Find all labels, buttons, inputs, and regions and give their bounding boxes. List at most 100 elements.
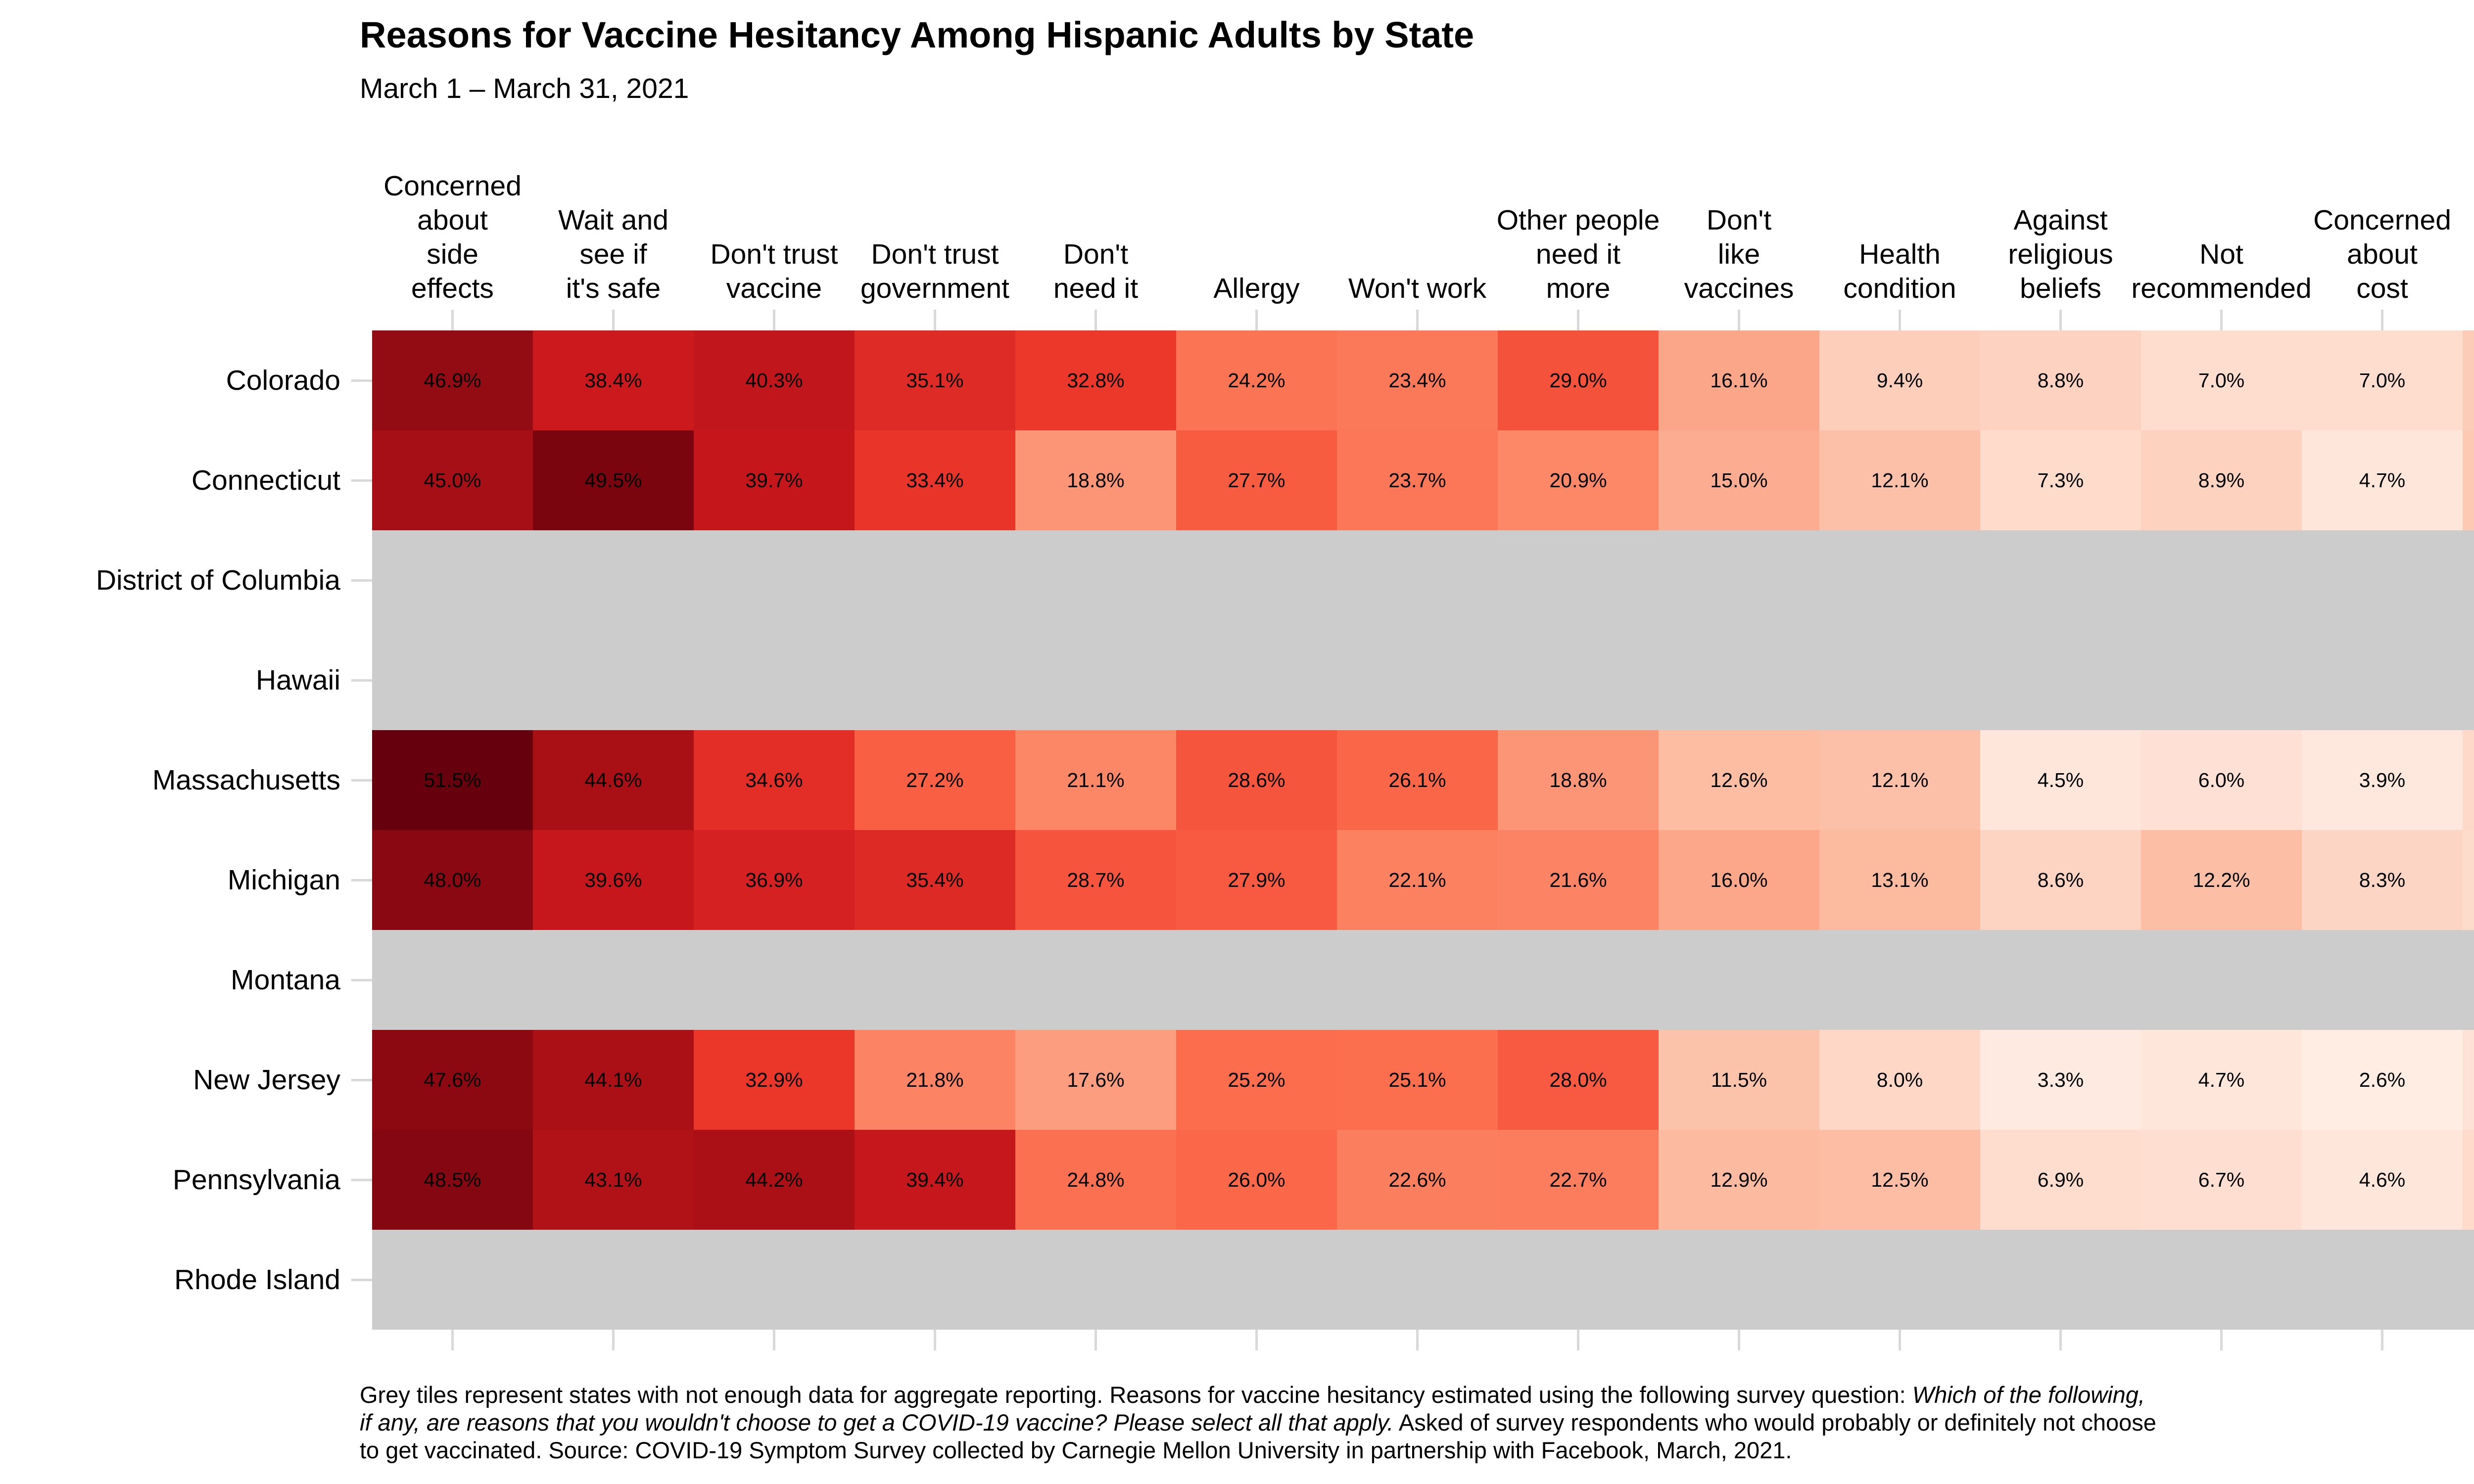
- column-header: Concerned about cost: [2313, 204, 2451, 304]
- tick-mark: [351, 1178, 372, 1181]
- tick-mark: [351, 1078, 372, 1081]
- tick-mark: [2059, 310, 2062, 330]
- heatmap-cell: 27.7%: [1176, 430, 1337, 530]
- footnote-line: if any, are reasons that you wouldn't ch…: [360, 1409, 2156, 1437]
- footnote-survey-question: if any, are reasons that you wouldn't ch…: [360, 1409, 1394, 1436]
- heatmap-cell: 4.6%: [2302, 1130, 2463, 1230]
- column-header: Won't work: [1348, 273, 1487, 304]
- heatmap-cell: 47.6%: [372, 1030, 533, 1130]
- tick-mark: [351, 779, 372, 782]
- column-header: Don't trust vaccine: [710, 238, 838, 304]
- tick-mark: [351, 379, 372, 382]
- tick-mark: [2220, 1330, 2223, 1350]
- heatmap-cell: 10.0%: [2463, 330, 2474, 430]
- heatmap-cell: 51.5%: [372, 730, 533, 830]
- heatmap-cell: 48.0%: [372, 830, 533, 930]
- tick-mark: [2220, 310, 2223, 330]
- heatmap-cell: 26.0%: [1176, 1130, 1337, 1230]
- column-header: Wait and see if it's safe: [558, 204, 668, 304]
- row-label: Connecticut: [191, 464, 340, 496]
- heatmap-cell: 25.2%: [1176, 1030, 1337, 1130]
- column-header: Against religious beliefs: [2008, 204, 2113, 304]
- tick-mark: [451, 1330, 454, 1350]
- heatmap-cell: 12.5%: [1819, 1130, 1980, 1230]
- heatmap-cell: 34.6%: [694, 730, 855, 830]
- row-label: New Jersey: [193, 1064, 340, 1096]
- tick-mark: [351, 579, 372, 582]
- heatmap-cell: 8.3%: [2302, 830, 2463, 930]
- column-header: Concerned about side effects: [383, 170, 522, 304]
- heatmap-cell: 35.4%: [855, 830, 1015, 930]
- heatmap-cell: 7.0%: [2302, 330, 2463, 430]
- tick-mark: [2059, 1330, 2062, 1350]
- tick-mark: [1738, 310, 1740, 330]
- heatmap-cell: 25.1%: [1337, 1030, 1498, 1130]
- heatmap-cell: 6.9%: [1980, 1130, 2141, 1230]
- tick-mark: [773, 1330, 775, 1350]
- heatmap-cell: 44.2%: [694, 1130, 855, 1230]
- heatmap-cell: 48.5%: [372, 1130, 533, 1230]
- heatmap-cell: 22.1%: [1337, 830, 1498, 930]
- heatmap-cell: 9.4%: [1819, 330, 1980, 430]
- tick-mark: [934, 1330, 936, 1350]
- heatmap-cell: 35.1%: [855, 330, 1015, 430]
- tick-mark: [1255, 1330, 1258, 1350]
- heatmap-cell: 12.1%: [1819, 730, 1980, 830]
- tick-mark: [351, 479, 372, 482]
- heatmap-cell: 8.8%: [1980, 330, 2141, 430]
- heatmap-cell: 4.5%: [1980, 730, 2141, 830]
- heatmap-cell: 28.0%: [1498, 1030, 1659, 1130]
- heatmap-cell: 6.7%: [2141, 1130, 2302, 1230]
- heatmap-cell: 43.1%: [533, 1130, 694, 1230]
- heatmap-cell: 18.8%: [1015, 430, 1176, 530]
- row-label: Rhode Island: [174, 1264, 340, 1296]
- row-label: Michigan: [227, 864, 340, 896]
- heatmap-cell: 22.6%: [1337, 1130, 1498, 1230]
- column-header: Not recommended: [2131, 238, 2312, 304]
- tick-mark: [1899, 310, 1901, 330]
- heatmap-cell: 12.1%: [1819, 430, 1980, 530]
- heatmap-cell: 8.9%: [2141, 430, 2302, 530]
- footnote-survey-question: Which of the following,: [1912, 1382, 2145, 1408]
- heatmap-cell: 7.3%: [1980, 430, 2141, 530]
- tick-mark: [1899, 1330, 1901, 1350]
- heatmap-cell: 23.7%: [1337, 430, 1498, 530]
- heatmap-cell: 32.8%: [1015, 330, 1176, 430]
- tick-mark: [1255, 310, 1258, 330]
- tick-mark: [1094, 310, 1097, 330]
- heatmap-cell: 3.9%: [2302, 730, 2463, 830]
- heatmap-cell: 8.6%: [1980, 830, 2141, 930]
- heatmap-cell: 18.8%: [1498, 730, 1659, 830]
- column-header: Pregnancy: [2382, 0, 2474, 306]
- heatmap-cell: 32.9%: [694, 1030, 855, 1130]
- chart-subtitle: March 1 – March 31, 2021: [360, 73, 689, 104]
- tick-mark: [1416, 1330, 1419, 1350]
- no-data-row: [372, 930, 2474, 1030]
- heatmap-cell: 7.2%: [2463, 830, 2474, 930]
- heatmap-cell: 7.8%: [2463, 730, 2474, 830]
- heatmap-cell: 8.0%: [1819, 1030, 1980, 1130]
- tick-mark: [2381, 310, 2383, 330]
- heatmap-cell: 2.6%: [2302, 1030, 2463, 1130]
- heatmap-cell: 21.6%: [1498, 830, 1659, 930]
- heatmap-cell: 7.0%: [2141, 330, 2302, 430]
- heatmap-cell: 21.1%: [1015, 730, 1176, 830]
- heatmap-cell: 7.3%: [2463, 1130, 2474, 1230]
- heatmap-cell: 16.0%: [1659, 830, 1819, 930]
- heatmap-cell: 4.7%: [2302, 430, 2463, 530]
- row-label: Hawaii: [255, 664, 340, 696]
- heatmap-cell: 12.9%: [1659, 1130, 1819, 1230]
- heatmap-cell: 6.0%: [2141, 730, 2302, 830]
- column-header: Allergy: [1213, 273, 1300, 304]
- heatmap-cell: 12.6%: [1659, 730, 1819, 830]
- heatmap-cell: 27.9%: [1176, 830, 1337, 930]
- no-data-row: [372, 1230, 2474, 1330]
- footnote-line: Grey tiles represent states with not eno…: [360, 1381, 2156, 1409]
- heatmap-cell: 29.0%: [1498, 330, 1659, 430]
- tick-mark: [1738, 1330, 1740, 1350]
- no-data-row: [372, 530, 2474, 630]
- heatmap-cell: 20.9%: [1498, 430, 1659, 530]
- row-label: District of Columbia: [95, 564, 340, 596]
- tick-mark: [1577, 310, 1579, 330]
